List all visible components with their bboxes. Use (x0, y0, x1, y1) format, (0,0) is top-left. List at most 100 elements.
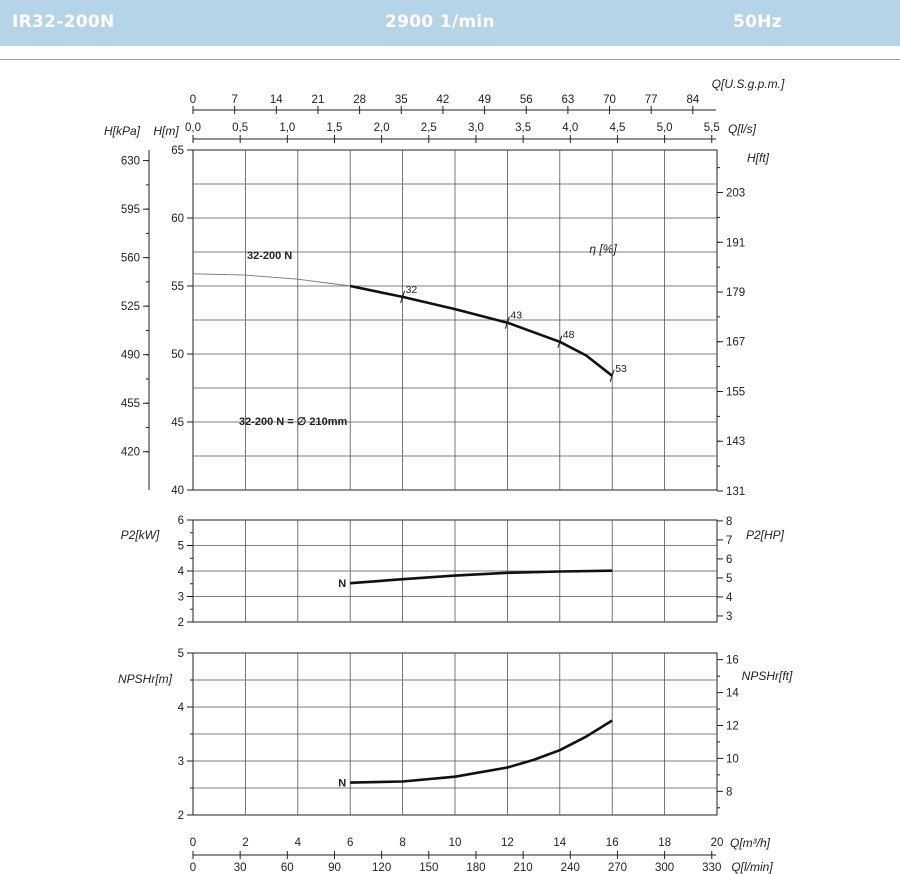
power-kw-tick-label: 2 (178, 617, 184, 629)
gpm-tick-label: 63 (561, 94, 574, 106)
power-hp-tick-label: 8 (726, 516, 732, 528)
ls-tick-label: 5,5 (704, 122, 720, 134)
kpa-axis-label: H[kPa] (104, 124, 141, 138)
gpm-tick-label: 35 (395, 94, 408, 106)
m3h-tick-label: 2 (242, 837, 248, 849)
power-kw-axis-label: P2[kW] (121, 528, 160, 542)
header-separator (0, 59, 900, 60)
lmin-tick-label: 330 (702, 862, 721, 874)
impeller-diameter-note: 32-200 N = ∅ 210mm (239, 416, 348, 428)
power-kw-tick-label: 6 (178, 515, 184, 527)
m3h-tick-label: 18 (658, 837, 671, 849)
lmin-tick-label: 60 (281, 862, 294, 874)
gpm-tick-label: 28 (353, 94, 366, 106)
ls-tick-label: 4,0 (562, 122, 578, 134)
speed-label: 2900 1/min (385, 12, 495, 32)
ft-tick-label: 191 (726, 237, 745, 249)
head-y-tick-label: 40 (171, 485, 184, 497)
efficiency-mark-label: 43 (510, 310, 522, 322)
npsh-m-axis-label: NPSHr[m] (118, 672, 173, 686)
power-kw-tick-label: 3 (178, 592, 184, 604)
gpm-tick-label: 42 (437, 94, 450, 106)
m3h-tick-label: 12 (501, 837, 514, 849)
npsh-curve-label: N (338, 778, 346, 790)
head-y-tick-label: 45 (171, 417, 184, 429)
lmin-tick-label: 270 (608, 862, 627, 874)
npsh-ft-tick-label: 16 (726, 655, 739, 667)
power-hp-axis-label: P2[HP] (746, 528, 785, 542)
h-m-axis-label: H[m] (153, 124, 179, 138)
m3h-tick-label: 6 (347, 837, 353, 849)
ls-tick-label: 0,5 (232, 122, 248, 134)
efficiency-axis-label: η [%] (589, 242, 617, 256)
ls-tick-label: 2,0 (374, 122, 390, 134)
m3h-tick-label: 14 (553, 837, 566, 849)
lmin-tick-label: 30 (234, 862, 247, 874)
m3h-axis-label: Q[m³/h] (730, 836, 771, 850)
gpm-tick-label: 56 (520, 94, 533, 106)
lmin-tick-label: 0 (190, 862, 196, 874)
kpa-tick-label: 420 (121, 447, 140, 459)
head-curve-label: 32-200 N (247, 250, 292, 262)
ls-tick-label: 0,0 (185, 122, 201, 134)
npsh-m-tick-label: 3 (178, 756, 184, 768)
ft-tick-label: 155 (726, 386, 745, 398)
gpm-axis-label: Q[U.S.g.p.m.] (712, 77, 785, 91)
power-curve-label: N (338, 578, 346, 590)
gpm-tick-label: 84 (686, 94, 699, 106)
gpm-tick-label: 77 (645, 94, 658, 106)
gpm-tick-label: 0 (190, 94, 196, 106)
kpa-tick-label: 560 (121, 253, 140, 265)
power-hp-tick-label: 4 (726, 592, 733, 604)
m3h-tick-label: 4 (295, 837, 302, 849)
gpm-tick-label: 49 (478, 94, 491, 106)
lmin-tick-label: 90 (328, 862, 341, 874)
lmin-axis-label: Q[l/min] (731, 860, 773, 874)
power-hp-tick-label: 6 (726, 554, 732, 566)
head-curve-extension (192, 273, 351, 287)
m3h-tick-label: 10 (449, 837, 462, 849)
power-kw-tick-label: 5 (178, 541, 184, 553)
npsh-ft-axis-label: NPSHr[ft] (742, 669, 793, 683)
efficiency-mark (609, 369, 615, 382)
ls-tick-label: 1,0 (279, 122, 295, 134)
lmin-tick-label: 240 (561, 862, 580, 874)
head-y-tick-label: 65 (171, 145, 184, 157)
gpm-tick-label: 70 (603, 94, 616, 106)
npsh-m-tick-label: 4 (178, 702, 185, 714)
npsh-m-tick-label: 5 (178, 648, 184, 660)
title-bar: IR32-200N 2900 1/min 50Hz (0, 0, 900, 46)
lmin-tick-label: 210 (514, 862, 533, 874)
npsh-ft-tick-label: 14 (726, 688, 739, 700)
kpa-tick-label: 490 (121, 350, 140, 362)
frequency-label: 50Hz (733, 12, 782, 32)
ls-tick-label: 4,5 (609, 122, 625, 134)
ls-tick-label: 2,5 (421, 122, 437, 134)
efficiency-mark-label: 48 (563, 329, 575, 341)
power-hp-tick-label: 5 (726, 573, 732, 585)
lmin-tick-label: 150 (419, 862, 438, 874)
ft-tick-label: 179 (726, 287, 745, 299)
lmin-tick-label: 120 (372, 862, 391, 874)
head-y-tick-label: 50 (171, 349, 184, 361)
efficiency-mark-label: 32 (406, 284, 418, 296)
kpa-tick-label: 525 (121, 301, 140, 313)
kpa-tick-label: 455 (121, 398, 140, 410)
ls-tick-label: 1,5 (326, 122, 342, 134)
npsh-ft-tick-label: 12 (726, 720, 739, 732)
ft-tick-label: 131 (726, 486, 745, 498)
kpa-tick-label: 595 (121, 204, 140, 216)
ls-axis-label: Q[l/s] (728, 122, 757, 136)
power-hp-tick-label: 3 (726, 611, 732, 623)
lmin-tick-label: 180 (466, 862, 485, 874)
head-y-tick-label: 60 (171, 213, 184, 225)
efficiency-mark (400, 290, 406, 304)
ls-tick-label: 3,5 (515, 122, 531, 134)
gpm-tick-label: 21 (312, 94, 325, 106)
npsh-curve (350, 719, 613, 784)
ls-tick-label: 3,0 (468, 122, 484, 134)
power-kw-tick-label: 4 (178, 566, 185, 578)
ft-tick-label: 203 (726, 188, 745, 200)
lmin-tick-label: 300 (655, 862, 674, 874)
